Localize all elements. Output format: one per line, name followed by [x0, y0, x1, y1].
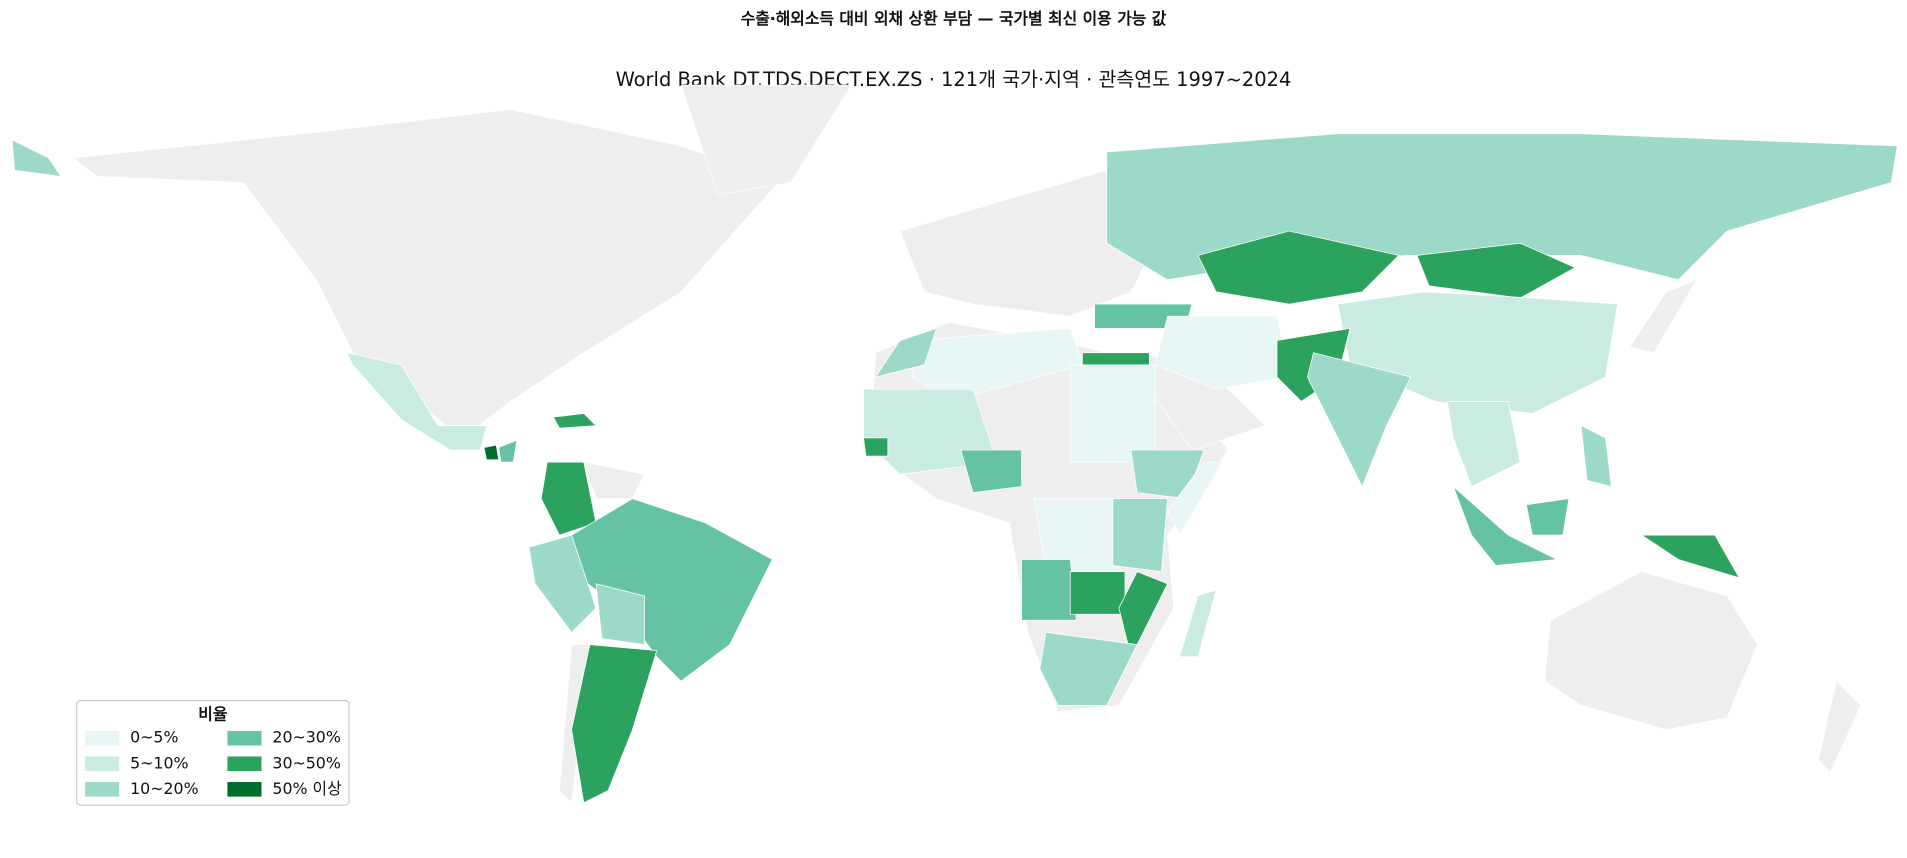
- country: [1112, 498, 1168, 573]
- land: [72, 109, 779, 439]
- country: [552, 413, 597, 429]
- legend-swatch: [227, 730, 262, 746]
- country: [1416, 242, 1576, 299]
- countries: [11, 133, 1898, 804]
- legend-label: 30~50%: [272, 753, 340, 772]
- country: [1069, 571, 1126, 615]
- land: [1629, 278, 1698, 354]
- legend-swatch: [85, 730, 120, 746]
- country: [874, 327, 938, 378]
- country: [1525, 498, 1570, 536]
- map-layer: 수출·해외소득 대비 외채 상환 부담 — 국가별 최신 이용 가능 값 Wor…: [11, 9, 1898, 806]
- legend-swatch: [227, 782, 262, 797]
- land: [1544, 571, 1758, 731]
- legend-box: [76, 699, 350, 806]
- country: [1021, 559, 1077, 621]
- country: [528, 534, 597, 633]
- land: [680, 84, 852, 196]
- legend-swatch: [85, 756, 120, 772]
- legend-label: 50% 이상: [272, 779, 341, 798]
- country: [345, 352, 487, 451]
- land: [583, 461, 646, 500]
- country: [483, 444, 500, 461]
- country: [1039, 632, 1138, 706]
- country: [1154, 315, 1290, 390]
- country: [911, 327, 1083, 402]
- country: [1069, 364, 1156, 463]
- country: [540, 461, 597, 536]
- country: [1580, 425, 1612, 487]
- country: [1179, 589, 1217, 658]
- country: [1167, 461, 1223, 536]
- legend-swatch: [85, 782, 120, 797]
- land: [1817, 680, 1862, 773]
- country: [498, 439, 518, 463]
- legend-label: 20~30%: [272, 728, 340, 747]
- country: [571, 644, 658, 804]
- country: [863, 437, 889, 457]
- map-title: 수출·해외소득 대비 외채 상환 부담 — 국가별 최신 이용 가능 값: [741, 9, 1167, 28]
- legend: 비율 0~5% 5~10% 10~20% 20~30% 30~50% 50% 이상: [76, 699, 350, 806]
- country: [1307, 352, 1412, 488]
- country: [11, 139, 62, 177]
- legend-swatch: [227, 756, 262, 772]
- country: [1453, 486, 1559, 566]
- country: [1197, 230, 1400, 305]
- country: [595, 583, 645, 646]
- country: [571, 498, 773, 682]
- legend-label: 10~20%: [130, 779, 198, 798]
- country: [1640, 534, 1740, 579]
- country: [1446, 400, 1521, 487]
- legend-label: 5~10%: [130, 753, 188, 772]
- country: [960, 449, 1022, 493]
- legend-title: 비율: [198, 705, 227, 724]
- legend-label: 0~5%: [130, 728, 178, 747]
